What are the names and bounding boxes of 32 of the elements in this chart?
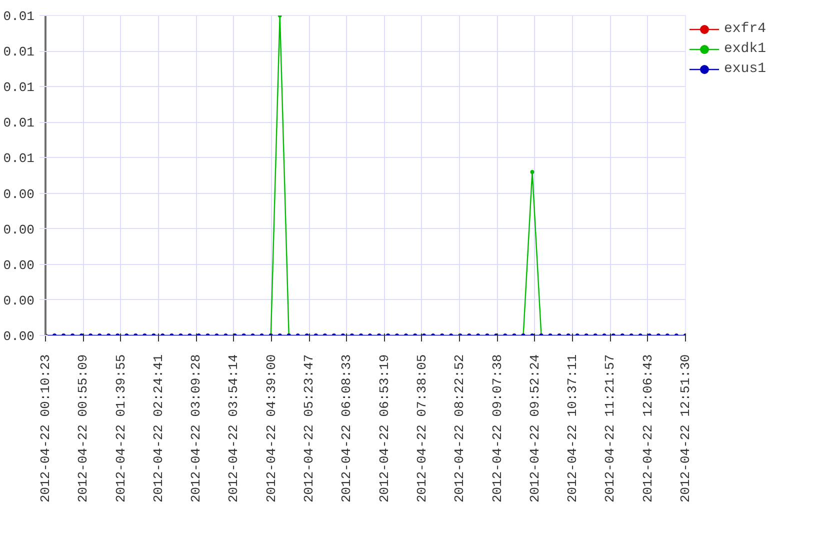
y-tick-label: 0.01 — [3, 9, 35, 24]
legend-label: exus1 — [724, 61, 766, 77]
y-tick-label: 0.01 — [3, 44, 35, 60]
x-tick-label: 2012-04-22 09:07:38 — [490, 354, 505, 503]
y-tick-label: 0.00 — [3, 258, 35, 273]
y-tick-label: 0.01 — [3, 116, 35, 131]
x-tick-label: 2012-04-22 12:06:43 — [640, 354, 656, 503]
x-tick-label: 2012-04-22 06:53:19 — [376, 354, 392, 503]
x-tick-label: 2012-04-22 04:39:00 — [264, 354, 279, 503]
x-tick-label: 2012-04-22 03:09:28 — [188, 354, 204, 503]
legend-label: exdk1 — [724, 41, 766, 57]
y-tick-label: 0.01 — [3, 80, 35, 96]
x-tick-label: 2012-04-22 00:10:23 — [38, 354, 53, 503]
legend-label: exfr4 — [724, 21, 766, 37]
x-tick-label: 2012-04-22 10:37:11 — [565, 354, 580, 503]
x-tick-label: 2012-04-22 12:51:30 — [678, 354, 693, 503]
x-tick-label: 2012-04-22 02:24:41 — [150, 354, 166, 503]
x-tick-label: 2012-04-22 11:21:57 — [602, 354, 618, 503]
x-tick-label: 2012-04-22 09:52:24 — [527, 354, 542, 503]
y-tick-label: 0.01 — [3, 151, 35, 166]
x-tick-label: 2012-04-22 05:23:47 — [302, 354, 317, 503]
y-tick-label: 0.00 — [3, 186, 35, 202]
x-tick-label: 2012-04-22 07:38:05 — [414, 354, 430, 503]
y-tick-label: 0.00 — [3, 329, 35, 344]
x-tick-label: 2012-04-22 08:22:52 — [452, 354, 468, 503]
x-tick-label: 2012-04-22 06:08:33 — [339, 354, 354, 503]
x-tick-label: 2012-04-22 01:39:55 — [113, 354, 128, 503]
y-tick-label: 0.00 — [3, 222, 35, 238]
x-tick-label: 2012-04-22 00:55:09 — [76, 354, 91, 503]
point — [530, 170, 534, 174]
x-tick-label: 2012-04-22 03:54:14 — [226, 354, 242, 503]
y-tick-label: 0.00 — [3, 293, 35, 308]
